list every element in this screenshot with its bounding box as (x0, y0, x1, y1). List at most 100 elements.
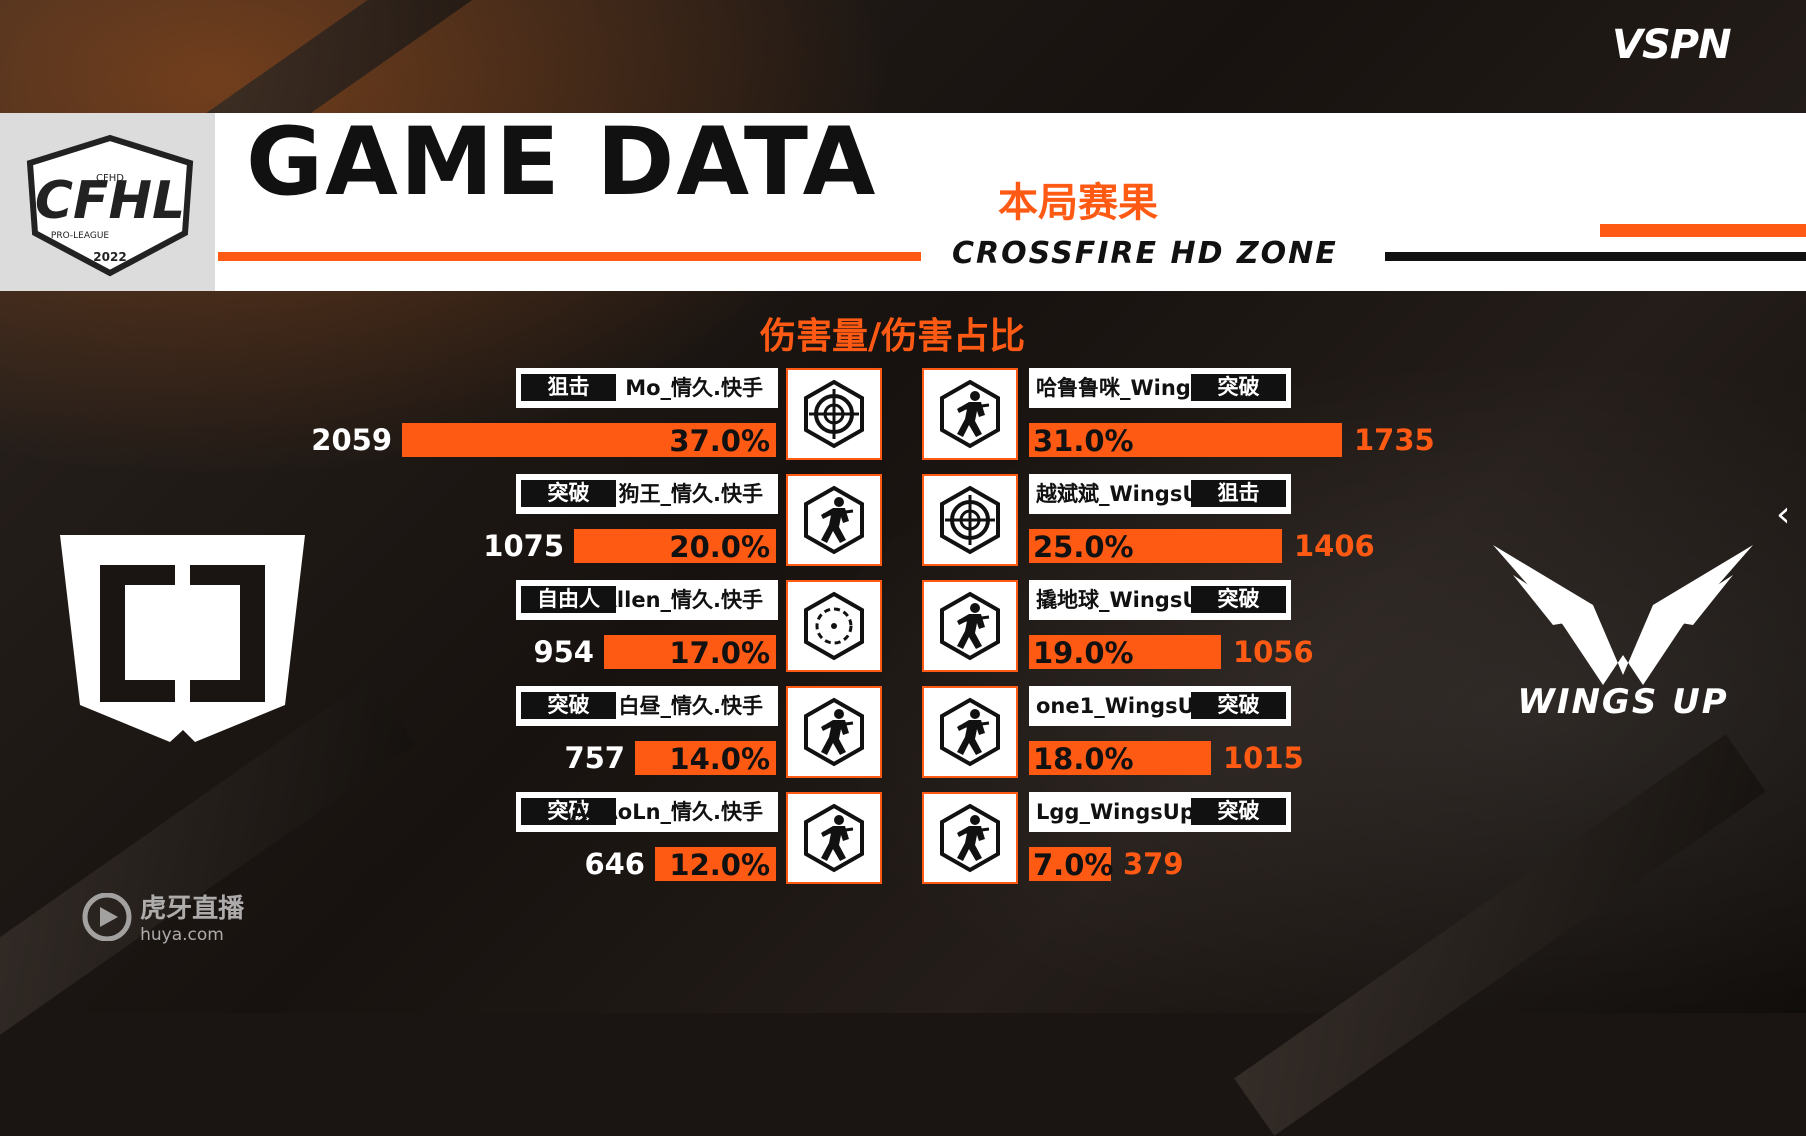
player-role: 突破 (521, 480, 616, 507)
league-shield-icon: CFHL CFHD PRO-LEAGUE 2022 (26, 134, 194, 277)
damage-percent: 31.0% (1033, 424, 1134, 458)
damage-bar: 18.0% (1029, 741, 1211, 776)
section-title: 伤害量/伤害占比 (760, 316, 1026, 357)
damage-percent: 14.0% (669, 742, 770, 776)
player-role: 狙击 (521, 374, 616, 401)
player-label: 越斌斌_WingsUp 狙击 (1029, 474, 1291, 514)
damage-value: 1056 (1233, 635, 1314, 669)
player-role: 突破 (1191, 374, 1286, 401)
header-accent-line (218, 252, 921, 261)
player-label: 突破 AoAoLn_情久.快手 (516, 792, 778, 832)
league-logo-text: CFHL (35, 171, 185, 231)
player-label: Lgg_WingsUp 突破 (1029, 792, 1291, 832)
right-team-logo-icon: WINGS UP (1493, 545, 1753, 722)
role-icon-box (786, 580, 882, 672)
damage-value: 646 (584, 847, 645, 881)
damage-bar: 31.0% (1029, 423, 1342, 458)
soldier-icon (940, 591, 1000, 661)
role-icon-box (786, 792, 882, 884)
page-title: GAME DATA (246, 108, 878, 217)
chevron-left-icon[interactable]: ‹ (1776, 494, 1791, 535)
player-role: 突破 (521, 798, 616, 825)
player-role: 突破 (1191, 586, 1286, 613)
damage-bar: 17.0% (604, 635, 776, 670)
league-logo-year: 2022 (93, 250, 126, 264)
role-icon-box (922, 580, 1018, 672)
damage-percent: 25.0% (1033, 530, 1134, 564)
header-banner: CFHL CFHD PRO-LEAGUE 2022 (0, 113, 1806, 291)
player-name: 越斌斌_WingsUp (1036, 482, 1215, 506)
damage-bar: 7.0% (1029, 847, 1114, 882)
league-logo-top: CFHD (96, 173, 124, 184)
soldier-icon (804, 697, 864, 767)
soldier-icon (804, 803, 864, 873)
header-accent-tab (1600, 224, 1806, 237)
damage-value: 1406 (1294, 529, 1375, 563)
player-name: 白昼_情久.快手 (618, 694, 763, 718)
player-label: one1_WingsUp 突破 (1029, 686, 1291, 726)
damage-bar: 12.0% (655, 847, 776, 882)
role-icon-box (786, 686, 882, 778)
player-role: 狙击 (1191, 480, 1286, 507)
player-role: 突破 (521, 692, 616, 719)
damage-percent: 7.0% (1033, 848, 1114, 882)
player-name: Allen_情久.快手 (600, 588, 763, 612)
player-role: 突破 (1191, 798, 1286, 825)
damage-value: 954 (533, 635, 594, 669)
player-name: Mo_情久.快手 (625, 376, 763, 400)
soldier-icon (940, 803, 1000, 873)
vspn-logo: VSPN (1612, 22, 1732, 68)
role-icon-box (922, 792, 1018, 884)
damage-bar: 37.0% (402, 423, 776, 458)
page-subtitle: 本局赛果 (998, 180, 1158, 226)
huya-name: 虎牙直播 (140, 894, 245, 924)
league-logo-panel: CFHL CFHD PRO-LEAGUE 2022 (0, 113, 215, 291)
damage-value: 757 (564, 741, 625, 775)
crosshair-icon (940, 485, 1000, 555)
huya-logo-icon (82, 892, 132, 941)
damage-value: 2059 (311, 423, 392, 457)
role-icon-box (922, 368, 1018, 460)
player-name: 撬地球_WingsUp (1036, 588, 1215, 612)
soldier-icon (940, 379, 1000, 449)
player-label: 撬地球_WingsUp 突破 (1029, 580, 1291, 620)
damage-value: 1075 (483, 529, 564, 563)
damage-percent: 19.0% (1033, 636, 1134, 670)
damage-value: 1735 (1354, 423, 1435, 457)
damage-bar: 20.0% (574, 529, 776, 564)
player-label: 狙击 Mo_情久.快手 (516, 368, 778, 408)
right-team-name: WINGS UP (1517, 682, 1728, 722)
damage-bar: 14.0% (635, 741, 776, 776)
left-team-logo-icon (60, 535, 305, 742)
huya-watermark: 虎牙直播 huya.com (80, 888, 244, 945)
damage-percent: 12.0% (669, 848, 770, 882)
role-icon-box (922, 474, 1018, 566)
damage-percent: 37.0% (669, 424, 770, 458)
player-role: 自由人 (521, 586, 616, 613)
role-icon-box (786, 474, 882, 566)
role-icon-box (786, 368, 882, 460)
player-role: 突破 (1191, 692, 1286, 719)
burst-icon (804, 591, 864, 661)
damage-value: 379 (1123, 847, 1184, 881)
player-label: 自由人 Allen_情久.快手 (516, 580, 778, 620)
damage-percent: 17.0% (669, 636, 770, 670)
damage-percent: 18.0% (1033, 742, 1134, 776)
damage-percent: 20.0% (669, 530, 770, 564)
role-icon-box (922, 686, 1018, 778)
header-dark-line (1385, 252, 1806, 261)
damage-bar: 19.0% (1029, 635, 1221, 670)
player-name: one1_WingsUp (1036, 694, 1210, 718)
player-name: Lgg_WingsUp (1036, 800, 1195, 824)
huya-url: huya.com (140, 925, 224, 945)
player-label: 突破 狗王_情久.快手 (516, 474, 778, 514)
soldier-icon (940, 697, 1000, 767)
damage-value: 1015 (1223, 741, 1304, 775)
soldier-icon (804, 485, 864, 555)
zone-label: CROSSFIRE HD ZONE (952, 236, 1338, 271)
damage-bar: 25.0% (1029, 529, 1282, 564)
crosshair-icon (804, 379, 864, 449)
player-label: 突破 白昼_情久.快手 (516, 686, 778, 726)
player-name: 狗王_情久.快手 (618, 482, 763, 506)
player-name: AoAoLn_情久.快手 (570, 800, 763, 824)
